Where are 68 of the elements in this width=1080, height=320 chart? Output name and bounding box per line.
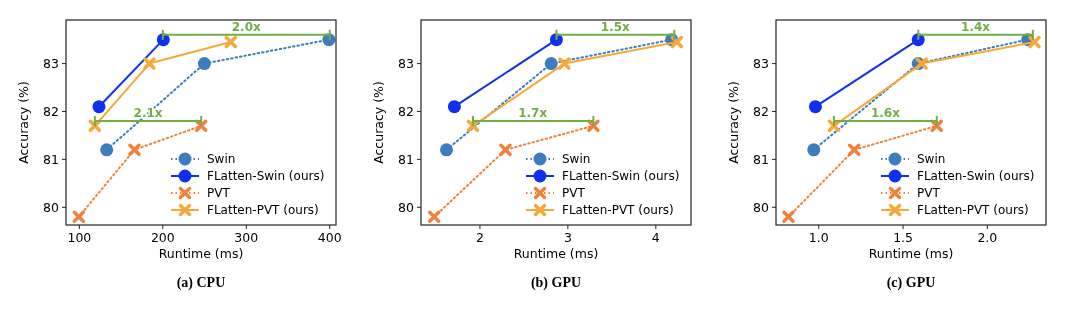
point <box>544 57 558 71</box>
point <box>440 143 453 157</box>
y-tick-label: 81 <box>398 151 414 167</box>
point <box>128 143 141 157</box>
legend-label: Swin <box>917 152 946 167</box>
y-tick-label: 82 <box>753 103 769 119</box>
x-tick-label: 2.0 <box>977 230 998 245</box>
x-axis-title: Runtime (ms) <box>158 246 244 261</box>
y-tick-label: 82 <box>398 103 414 119</box>
point <box>558 57 571 70</box>
y-tick-label: 80 <box>753 199 770 215</box>
x-tick-label: 100 <box>67 230 92 245</box>
y-tick-label: 81 <box>43 151 59 167</box>
annotation: 1.6x <box>870 106 901 121</box>
legend-label: FLatten-PVT (ours) <box>207 203 319 218</box>
point <box>224 35 238 49</box>
legend-label: FLatten-PVT (ours) <box>562 203 674 218</box>
y-tick-label: 82 <box>43 103 59 119</box>
point <box>915 57 928 70</box>
legend-label: PVT <box>562 186 586 201</box>
y-axis-title: Accuracy (%) <box>371 81 386 164</box>
legend-label: FLatten-PVT (ours) <box>917 203 1029 218</box>
y-tick-label: 83 <box>43 55 59 71</box>
legend-label: PVT <box>207 186 231 201</box>
x-tick-label: 400 <box>317 230 342 245</box>
y-tick-label: 80 <box>398 199 415 215</box>
point <box>670 35 684 49</box>
x-axis-title: Runtime (ms) <box>868 246 954 261</box>
annotation: 1.5x <box>600 19 631 34</box>
legend-label: Swin <box>562 152 591 167</box>
y-tick-label: 83 <box>753 55 769 71</box>
x-tick-label: 300 <box>234 230 259 245</box>
y-axis-title: Accuracy (%) <box>726 81 741 164</box>
annotation: 1.7x <box>518 106 548 121</box>
text: (c) GPU <box>886 275 936 291</box>
y-axis-title: Accuracy (%) <box>16 81 31 164</box>
y-tick-label: 81 <box>753 151 769 167</box>
y-tick-label: 80 <box>43 199 60 215</box>
y-tick-label: 83 <box>398 55 414 71</box>
point <box>808 100 822 114</box>
x-tick-label: 1.0 <box>808 230 829 245</box>
legend-label: FLatten-Swin (ours) <box>562 169 680 184</box>
point <box>197 57 211 71</box>
point <box>100 143 114 157</box>
point <box>847 143 861 157</box>
x-tick-label: 200 <box>150 230 175 245</box>
point <box>72 210 86 224</box>
point <box>782 210 795 224</box>
point <box>499 143 512 157</box>
x-axis-title: Runtime (ms) <box>513 246 599 261</box>
legend-label: PVT <box>917 186 941 201</box>
x-tick-label: 2 <box>475 230 484 245</box>
point <box>807 143 821 157</box>
point <box>92 100 106 114</box>
x-tick-label: 1.5 <box>893 230 914 245</box>
text: (b) GPU <box>530 275 582 291</box>
point <box>143 57 156 70</box>
annotation: 2.0x <box>231 19 262 34</box>
legend-label: FLatten-Swin (ours) <box>917 169 1035 184</box>
point <box>1028 35 1041 49</box>
point <box>427 210 441 224</box>
x-tick-label: 3 <box>563 230 572 245</box>
point <box>447 100 461 114</box>
annotation: 1.4x <box>961 19 991 34</box>
legend-label: FLatten-Swin (ours) <box>207 169 325 184</box>
text: (a) CPU <box>176 275 226 291</box>
legend-label: Swin <box>207 152 236 167</box>
x-tick-label: 4 <box>651 230 660 245</box>
